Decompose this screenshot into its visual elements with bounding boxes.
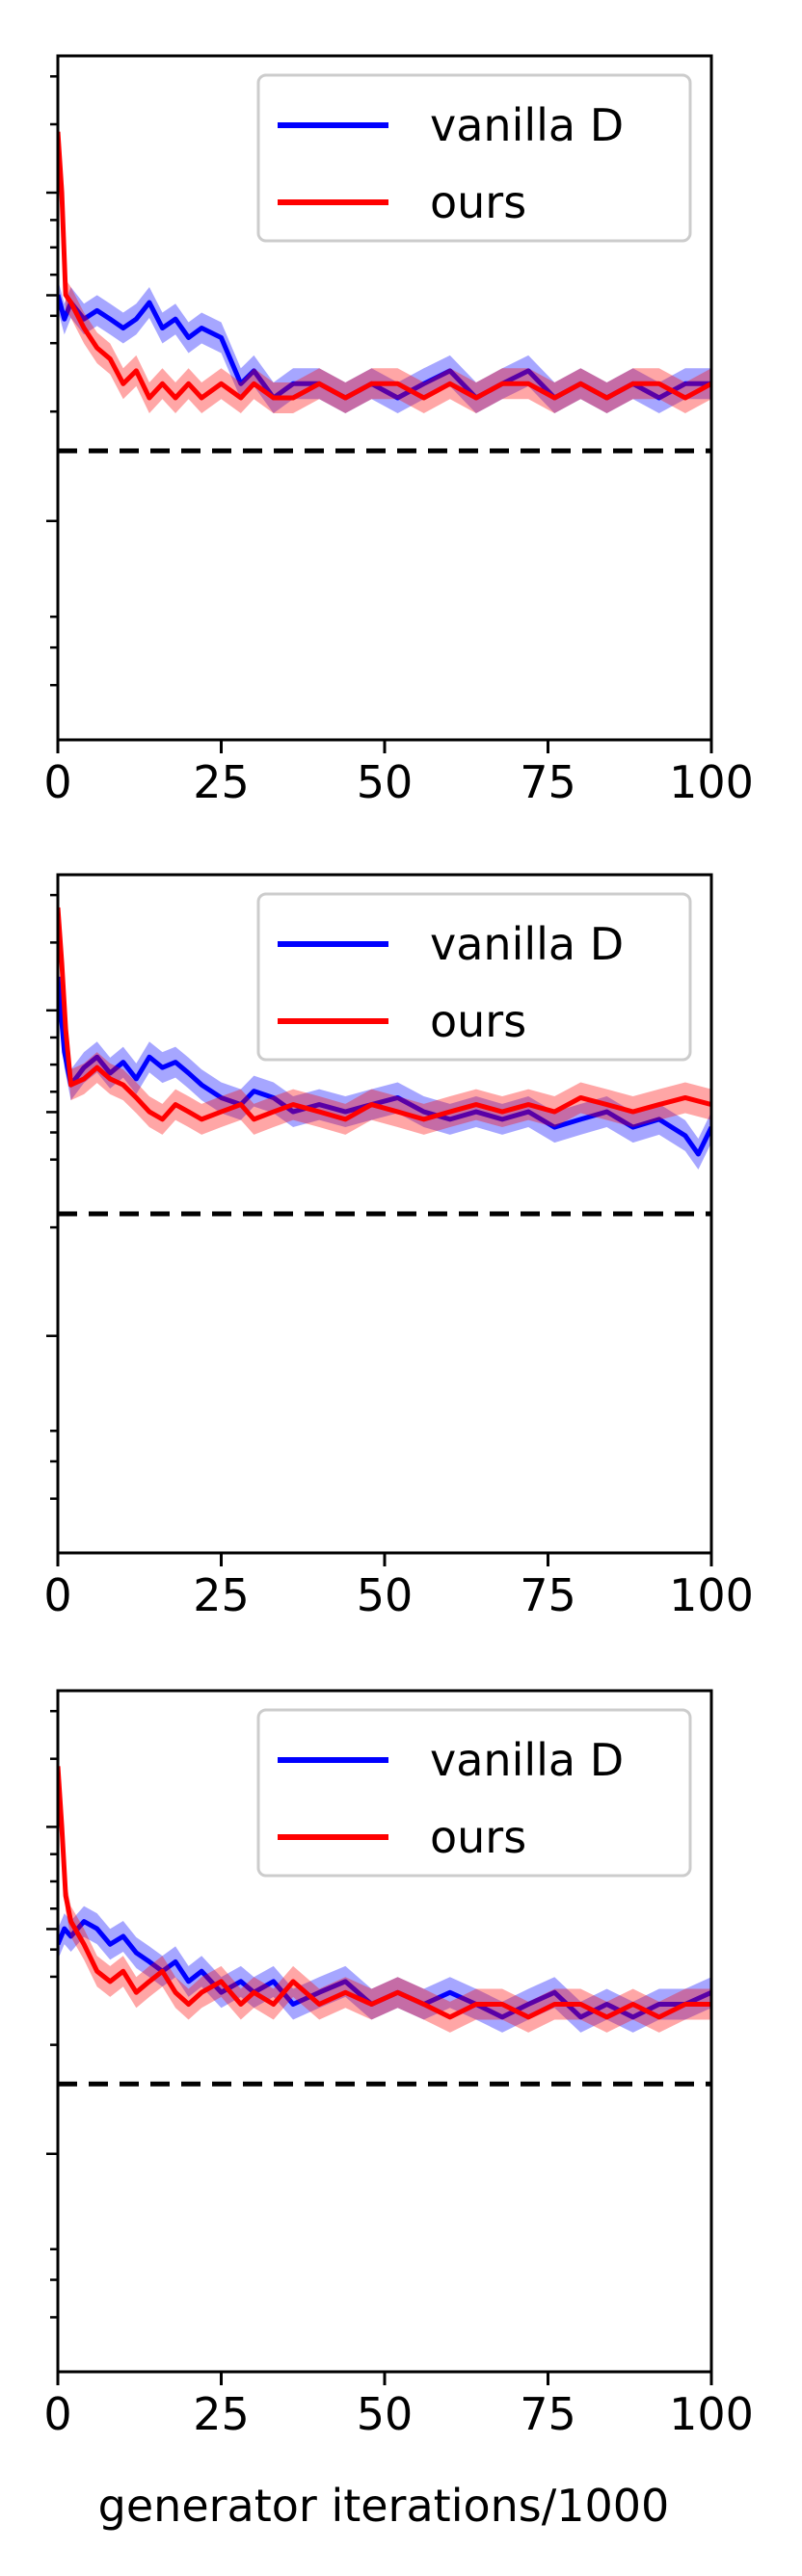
x-tick-label: 75 [520,756,576,808]
plot-area [58,1750,711,2087]
x-axis-label: generator iterations/1000 [98,2480,670,2532]
legend-label-vanilla-d: vanilla D [430,99,624,151]
plot-area [58,892,711,1217]
series-line-ours [58,131,711,401]
series-band-vanilla-d [58,279,711,413]
x-tick-label: 100 [669,756,754,808]
legend: vanilla D ours [256,1708,692,1878]
x-tick-label: 0 [43,756,71,808]
x-tick-label: 25 [193,2388,250,2440]
series-band-ours [58,1750,711,2033]
legend-label-vanilla-d: vanilla D [430,1734,624,1786]
x-tick-label: 0 [43,2388,71,2440]
x-tick-label: 75 [520,2388,576,2440]
series-line-ours [58,1766,711,2020]
x-tick-label: 50 [357,2388,414,2440]
series-line-ours [58,907,711,1122]
x-tick-label: 25 [193,1569,250,1621]
x-tick-label: 25 [193,756,250,808]
x-tick-label: 0 [43,1569,71,1621]
legend-label-ours: ours [430,995,526,1047]
x-tick-label: 100 [669,2388,754,2440]
legend: vanilla D ours [256,73,692,243]
series-band-vanilla-d [58,1906,711,2033]
plot-area [58,116,711,454]
chart-panel-2: 0 25 50 75 100 vanilla D ours [43,873,754,1621]
legend-label-vanilla-d: vanilla D [430,918,624,970]
x-tick-label: 75 [520,1569,576,1621]
legend-label-ours: ours [430,176,526,228]
chart-panel-3: 0 25 50 75 100 vanilla D ours generator iterati… [43,1689,754,2532]
chart-panel-1: 0 25 50 75 100 vanilla D ours [43,54,754,808]
x-tick-label: 50 [357,756,414,808]
series-line-vanilla-d [58,976,711,1157]
x-tick-label: 100 [669,1569,754,1621]
legend-label-ours: ours [430,1811,526,1863]
x-tick-label: 50 [357,1569,414,1621]
legend: vanilla D ours [256,892,692,1062]
series-band-vanilla-d [58,960,711,1170]
